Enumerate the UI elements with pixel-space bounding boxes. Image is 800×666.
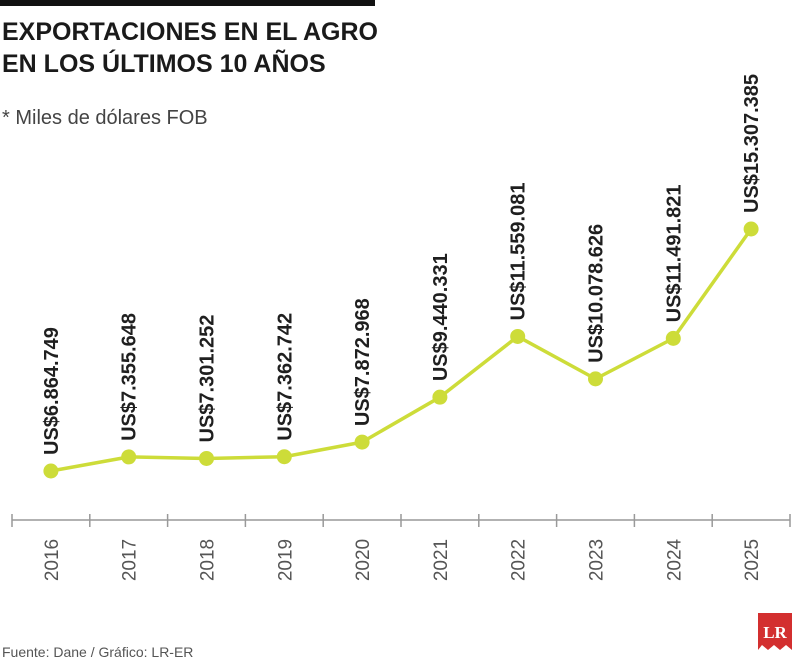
x-tick-label: 2025 [742,539,763,581]
value-label: US$7.872.968 [352,298,374,426]
value-label: US$10.078.626 [586,224,608,363]
point [510,328,526,344]
x-tick-label: 2018 [198,539,219,581]
point [665,330,681,346]
chart-title: EXPORTACIONES EN EL AGRO [2,18,378,46]
value-label: US$7.301.252 [197,315,219,443]
source: Fuente: Dane / Gráfico: LR-ER [2,644,193,660]
x-tick-label: 2020 [353,539,374,581]
x-tick-label: 2019 [275,539,296,581]
logo: LR [758,613,792,650]
x-tick-label: 2021 [431,539,452,581]
value-label: US$6.864.749 [41,327,63,455]
point [588,371,603,387]
x-tick-label: 2023 [587,539,608,581]
top-bar [0,0,375,6]
chart-title: EN LOS ÚLTIMOS 10 AÑOS [2,48,326,78]
value-label: US$11.559.081 [508,183,530,321]
x-tick-label: 2017 [120,539,141,581]
value-label: US$15.307.385 [741,74,763,213]
point [43,463,59,479]
point [743,221,759,237]
point [432,389,448,405]
subtitle: * Miles de dólares FOB [2,107,208,129]
x-tick-label: 2024 [664,538,685,581]
value-label: US$11.491.821 [663,184,685,322]
value-label: US$7.355.648 [119,313,141,441]
value-label: US$9.440.331 [430,253,452,381]
point [354,434,370,450]
point [199,450,214,466]
x-tick-label: 2016 [42,539,63,581]
logo-shape [758,613,792,650]
x-tick-label: 2022 [509,539,530,581]
line [50,227,753,473]
value-label: US$7.362.742 [274,313,296,441]
point [276,449,292,465]
point [121,449,137,465]
logo-text: LR [763,623,787,642]
